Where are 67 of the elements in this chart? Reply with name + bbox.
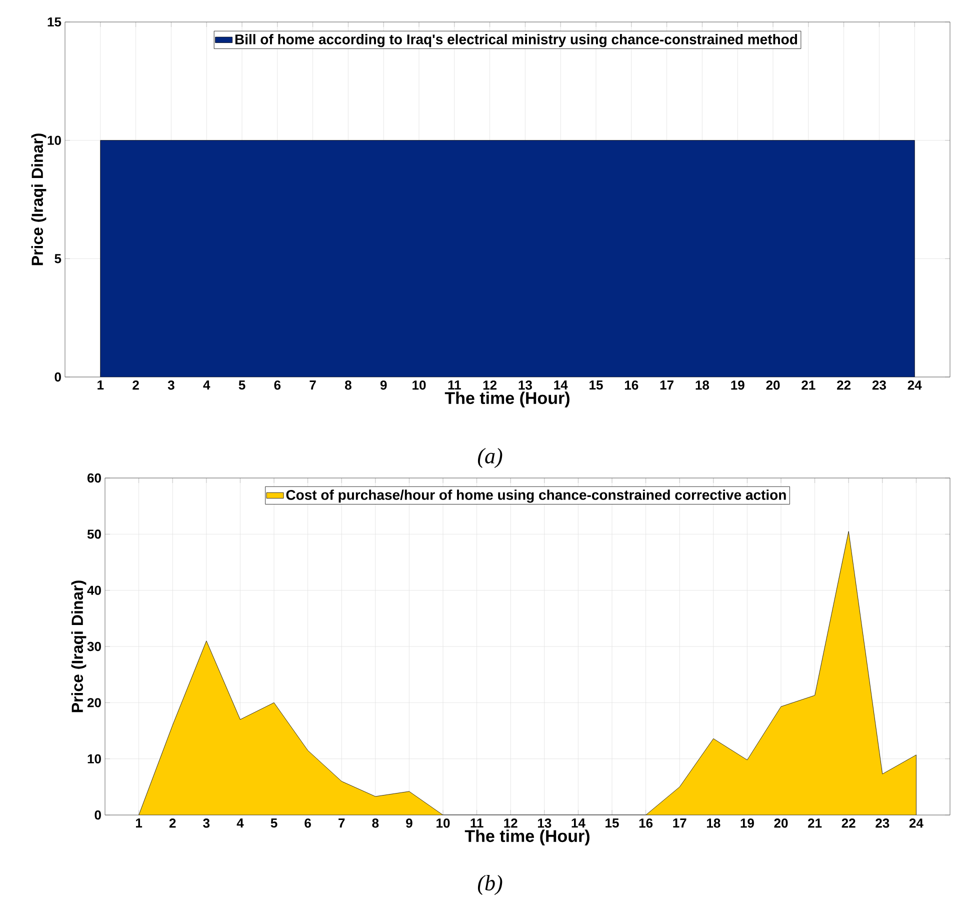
x-axis-title: The time (Hour) xyxy=(464,830,590,846)
x-tick-label: 14 xyxy=(572,818,586,828)
y-tick-label: 10 xyxy=(88,754,101,764)
x-tick-label: 24 xyxy=(909,818,924,828)
x-tick-label: 12 xyxy=(504,818,518,828)
x-tick-label: 21 xyxy=(802,380,816,390)
x-tick-label: 9 xyxy=(406,818,412,828)
x-tick-label: 5 xyxy=(270,818,278,828)
x-tick-label: 7 xyxy=(310,380,316,390)
y-tick-label: 40 xyxy=(87,586,101,595)
x-tick-label: 1 xyxy=(136,818,142,828)
y-tick-label: 15 xyxy=(48,17,62,27)
legend-label: Bill of home according to Iraq's electrical ministry using chance-constrained method xyxy=(235,34,798,48)
x-tick-label: 5 xyxy=(238,380,246,390)
y-tick-label: 20 xyxy=(87,698,101,708)
x-tick-label: 3 xyxy=(168,380,174,390)
y-tick-label: 10 xyxy=(48,136,61,145)
x-tick-label: 9 xyxy=(380,380,387,390)
y-tick-label: 60 xyxy=(87,473,101,483)
y-tick-label: 50 xyxy=(87,530,101,539)
x-tick-label: 10 xyxy=(412,380,426,390)
x-tick-label: 20 xyxy=(774,818,788,828)
x-tick-label: 4 xyxy=(203,380,210,390)
y-axis-title: Price (Iraqi Dinar) xyxy=(31,134,46,266)
x-tick-label: 20 xyxy=(766,380,780,390)
y-tick-label: 5 xyxy=(54,254,62,264)
x-tick-label: 18 xyxy=(706,818,720,828)
x-tick-label: 19 xyxy=(740,818,754,828)
x-tick-label: 6 xyxy=(274,380,281,390)
x-tick-label: 17 xyxy=(660,380,674,390)
text: (b) xyxy=(478,875,502,895)
y-tick-label: 0 xyxy=(54,372,61,382)
x-tick-label: 13 xyxy=(518,380,532,390)
x-tick-label: 22 xyxy=(842,818,856,828)
x-tick-label: 17 xyxy=(673,818,686,828)
x-tick-label: 4 xyxy=(236,818,244,828)
x-tick-label: 3 xyxy=(203,818,210,828)
x-tick-label: 14 xyxy=(554,380,568,390)
y-tick-label: 0 xyxy=(94,810,101,820)
x-tick-label: 10 xyxy=(436,818,450,828)
x-tick-label: 15 xyxy=(590,380,603,390)
x-tick-label: 16 xyxy=(624,380,638,390)
x-tick-label: 1 xyxy=(98,380,104,390)
x-tick-label: 22 xyxy=(837,380,851,390)
x-tick-label: 7 xyxy=(338,818,345,828)
x-tick-label: 23 xyxy=(872,380,886,390)
x-tick-label: 11 xyxy=(448,380,461,390)
x-tick-label: 2 xyxy=(169,818,176,828)
x-tick-label: 13 xyxy=(538,818,552,828)
x-tick-label: 6 xyxy=(304,818,311,828)
x-tick-label: 15 xyxy=(606,818,619,828)
x-tick-label: 8 xyxy=(372,818,379,828)
x-tick-label: 8 xyxy=(344,380,352,390)
x-tick-label: 12 xyxy=(483,380,497,390)
x-tick-label: 24 xyxy=(908,380,922,390)
x-tick-label: 21 xyxy=(808,818,822,828)
x-tick-label: 2 xyxy=(132,380,139,390)
x-tick-label: 19 xyxy=(731,380,744,390)
text: (a) xyxy=(478,448,502,468)
y-tick-label: 30 xyxy=(87,642,101,652)
x-tick-label: 23 xyxy=(876,818,890,828)
legend-label: Cost of purchase/hour of home using chance-constrained corrective action xyxy=(286,490,786,503)
x-axis-title: The time (Hour) xyxy=(444,392,570,408)
x-tick-label: 11 xyxy=(470,818,484,828)
x-tick-label: 18 xyxy=(696,380,710,390)
y-axis-title: Price (Iraqi Dinar) xyxy=(71,580,86,712)
x-tick-label: 16 xyxy=(639,818,653,828)
